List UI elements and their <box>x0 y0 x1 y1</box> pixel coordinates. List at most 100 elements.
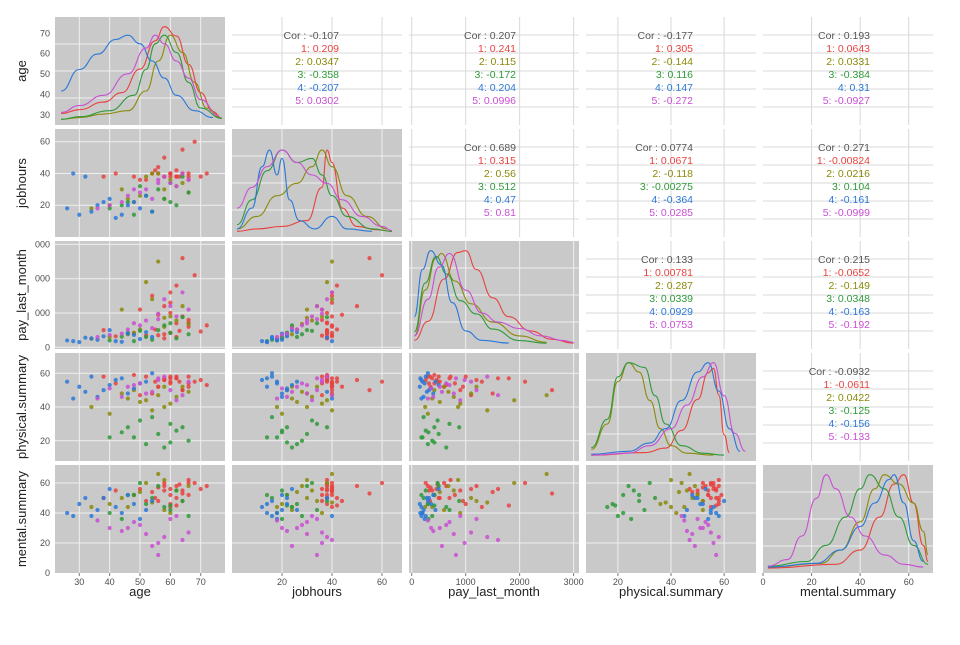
scatter-point <box>621 492 626 498</box>
density-curve <box>413 250 509 344</box>
scatter-point <box>314 507 320 513</box>
scatter-point <box>162 174 167 179</box>
y-axis-title: physical.summary <box>14 354 29 459</box>
scatter-point <box>668 504 674 510</box>
scatter-point <box>334 495 340 501</box>
scatter-point <box>329 376 335 381</box>
scatter-point <box>708 507 713 513</box>
scatter-point <box>264 510 270 516</box>
scatter-point <box>674 510 679 516</box>
scatter-point <box>512 480 517 486</box>
scatter-point <box>162 377 167 383</box>
scatter-point <box>429 386 434 391</box>
scatter-point <box>719 492 724 498</box>
scatter-point <box>264 435 270 440</box>
scatter-point <box>186 483 191 489</box>
scatter-point <box>89 374 94 379</box>
scatter-point <box>324 477 330 483</box>
scatter-point <box>716 534 721 540</box>
scatter-point <box>446 483 451 489</box>
y-tick-label: 000 <box>35 308 50 318</box>
scatter-point <box>168 310 173 316</box>
scatter-point <box>180 425 185 430</box>
correlation-group-value: 4: 0.0929 <box>649 306 693 318</box>
correlation-overall: Cor : 0.689 <box>464 142 516 154</box>
scatter-point <box>119 187 124 192</box>
scatter-point <box>458 510 463 516</box>
scatter-point <box>324 425 330 430</box>
scatter-point <box>279 411 285 416</box>
scatter-point <box>198 377 203 383</box>
y-tick-label: 000 <box>35 274 50 284</box>
y-axis-title: jobhours <box>14 158 29 209</box>
correlation-group-value: 2: -0.149 <box>829 280 871 292</box>
scatter-point <box>156 180 161 186</box>
scatter-point <box>324 310 330 316</box>
scatter-point <box>150 196 155 201</box>
scatter-point <box>431 492 436 498</box>
scatter-point <box>168 290 173 295</box>
density-curve <box>61 34 223 120</box>
scatter-point <box>495 393 501 398</box>
scatter-point <box>698 525 703 531</box>
correlation-group-value: 3: 0.0339 <box>649 293 693 305</box>
scatter-point <box>324 480 330 486</box>
scatter-point <box>544 471 549 477</box>
scatter-point <box>186 379 191 384</box>
scatter-point <box>462 540 467 546</box>
scatter-point <box>186 530 191 535</box>
correlation-group-value: 3: -0.172 <box>475 69 517 81</box>
scatter-point <box>113 488 118 493</box>
scatter-point <box>423 374 428 379</box>
scatter-point <box>294 489 300 495</box>
scatter-point <box>168 503 173 508</box>
scatter-point <box>329 471 335 477</box>
scatter-point <box>334 379 340 384</box>
scatter-point <box>431 391 436 396</box>
scatter-point <box>168 171 173 176</box>
scatter-point <box>421 507 426 513</box>
scatter-point <box>264 501 270 507</box>
scatter-point <box>423 377 428 383</box>
scatter-point <box>107 435 112 440</box>
scatter-point <box>101 334 106 339</box>
scatter-point <box>423 488 428 493</box>
scatter-point <box>299 381 305 386</box>
y-tick-label: 60 <box>40 137 50 147</box>
scatter-point <box>174 398 179 403</box>
scatter-point <box>150 498 155 504</box>
scatter-point <box>324 280 330 285</box>
y-tick-label: 30 <box>40 110 50 120</box>
scatter-point <box>495 376 501 381</box>
density-curve <box>61 26 223 119</box>
scatter-point <box>367 388 372 393</box>
scatter-point <box>156 187 161 192</box>
scatter-point <box>463 501 468 507</box>
scatter-point <box>83 389 88 394</box>
scatter-point <box>435 480 440 486</box>
scatter-point <box>186 190 191 195</box>
scatter-point <box>162 374 167 379</box>
scatter-point <box>279 501 285 507</box>
scatter-point <box>150 371 155 376</box>
scatter-point <box>279 386 285 391</box>
x-tick-label: 20 <box>807 577 817 587</box>
scatter-point <box>95 396 100 401</box>
scatter-point <box>334 327 340 332</box>
scatter-point <box>113 215 118 221</box>
scatter-point <box>65 379 70 384</box>
scatter-point <box>652 495 658 501</box>
scatter-point <box>174 203 179 208</box>
scatter-point <box>329 314 335 319</box>
scatter-point <box>626 483 631 489</box>
scatter-point <box>324 379 330 384</box>
scatter-point <box>131 435 137 440</box>
x-tick-label: 60 <box>165 577 175 587</box>
scatter-point <box>274 334 280 340</box>
scatter-point <box>711 540 716 546</box>
scatter-point <box>168 510 173 516</box>
scatter-point <box>168 314 173 319</box>
scatter-point <box>269 334 275 340</box>
scatter-point <box>156 393 161 398</box>
scatter-point <box>162 534 167 540</box>
